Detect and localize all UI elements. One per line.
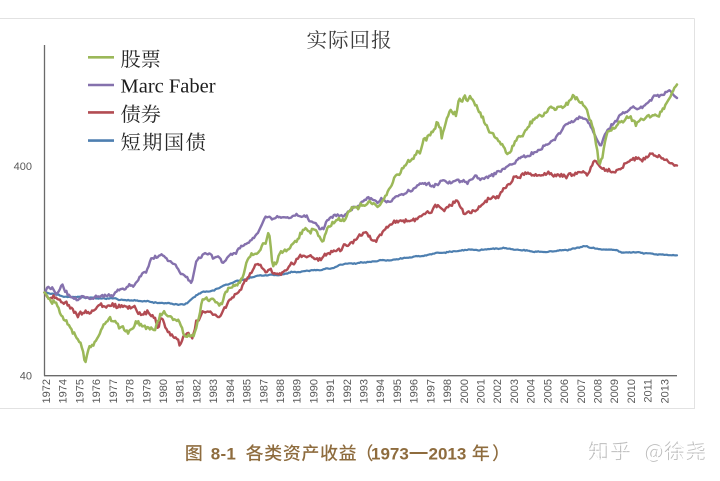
svg-text:1990: 1990 [308,379,320,403]
svg-text:1981: 1981 [175,379,187,403]
svg-text:2005: 2005 [542,379,554,403]
svg-text:1998: 1998 [442,379,454,403]
svg-text:1975: 1975 [74,379,86,403]
svg-text:1992: 1992 [342,379,354,403]
svg-text:1993: 1993 [359,379,371,403]
svg-text:2006: 2006 [559,379,571,403]
svg-text:1974: 1974 [58,379,70,403]
svg-text:2002: 2002 [492,379,504,403]
svg-text:1991: 1991 [325,379,337,403]
svg-text:8-1: 8-1 [211,445,236,464]
svg-text:1989: 1989 [292,379,304,403]
svg-text:1996: 1996 [409,379,421,403]
svg-text:400: 400 [14,161,32,173]
svg-text:2010: 2010 [626,379,638,403]
svg-text:2013: 2013 [659,379,671,403]
svg-text:1985: 1985 [242,379,254,403]
svg-text:40: 40 [20,370,32,382]
svg-text:2007: 2007 [576,379,588,403]
svg-text:2013: 2013 [429,445,467,464]
svg-text:1972: 1972 [41,379,53,403]
svg-text:1984: 1984 [225,379,237,403]
svg-text:1987: 1987 [258,379,270,403]
svg-text:1997: 1997 [425,379,437,403]
svg-text:2009: 2009 [609,379,621,403]
svg-text:1982: 1982 [191,379,203,403]
svg-text:2003: 2003 [509,379,521,403]
svg-text:2008: 2008 [593,379,605,403]
svg-text:1988: 1988 [275,379,287,403]
svg-text:1983: 1983 [208,379,220,403]
svg-text:Marc Faber: Marc Faber [121,76,216,98]
svg-text:1994: 1994 [375,379,387,403]
svg-text:2011: 2011 [643,379,655,403]
svg-text:1977: 1977 [108,379,120,403]
svg-text:1978: 1978 [125,379,137,403]
svg-text:2001: 2001 [476,379,488,403]
svg-text:1979: 1979 [141,379,153,403]
svg-text:1980: 1980 [158,379,170,403]
svg-text:2004: 2004 [526,379,538,403]
svg-text:1973: 1973 [371,445,409,464]
svg-text:1995: 1995 [392,379,404,403]
svg-text:1976: 1976 [91,379,103,403]
svg-text:2000: 2000 [459,379,471,403]
